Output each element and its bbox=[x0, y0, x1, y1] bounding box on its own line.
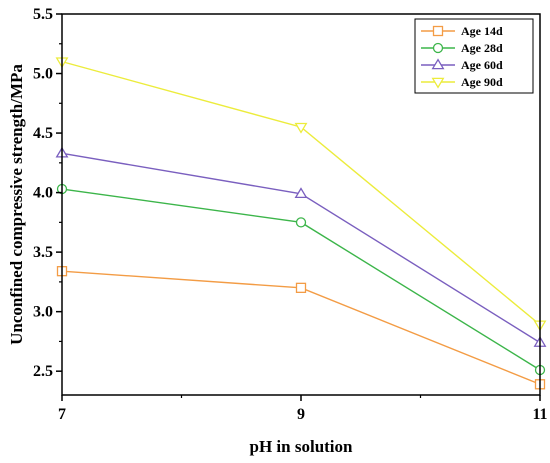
data-point-age-28d bbox=[295, 217, 307, 228]
x-tick-label: 11 bbox=[532, 406, 547, 423]
plot-marks bbox=[55, 57, 547, 390]
legend-marker-age-60d bbox=[431, 58, 445, 70]
legend: Age 14d Age 28d Age 60d Age 90d bbox=[414, 18, 534, 94]
legend-marker-age-28d bbox=[432, 42, 444, 54]
data-point-age-14d bbox=[295, 282, 307, 293]
x-tick-label: 9 bbox=[297, 406, 305, 423]
axis-ticks: 2.5 3.0 3.5 4.0 4.5 5.0 5.5 7 9 11 bbox=[33, 6, 548, 423]
data-point-age-60d bbox=[294, 187, 308, 199]
y-tick-label: 2.5 bbox=[33, 363, 53, 380]
legend-label-age-14d: Age 14d bbox=[461, 24, 503, 38]
y-tick-label: 4.5 bbox=[33, 125, 53, 142]
legend-marker-age-90d bbox=[431, 77, 445, 89]
legend-label-age-90d: Age 90d bbox=[461, 75, 503, 89]
legend-label-age-60d: Age 60d bbox=[461, 58, 503, 72]
y-tick-label: 4.0 bbox=[33, 185, 53, 202]
legend-label-age-28d: Age 28d bbox=[461, 41, 503, 55]
y-tick-label: 3.0 bbox=[33, 304, 53, 321]
series-line-age-28d bbox=[61, 188, 541, 371]
y-tick-label: 5.5 bbox=[33, 6, 53, 23]
series-age-28d bbox=[56, 183, 546, 376]
x-tick-label: 7 bbox=[58, 406, 66, 423]
data-point-age-90d bbox=[294, 122, 308, 134]
series-age-60d bbox=[55, 146, 547, 347]
y-tick-label: 3.5 bbox=[33, 244, 53, 261]
legend-marker-age-14d bbox=[432, 25, 444, 37]
x-axis-label: pH in solution bbox=[250, 437, 354, 456]
y-tick-label: 5.0 bbox=[33, 66, 53, 83]
y-axis-label: Unconfined compressive strength/MPa bbox=[7, 64, 26, 345]
series-line-age-60d bbox=[61, 152, 541, 344]
